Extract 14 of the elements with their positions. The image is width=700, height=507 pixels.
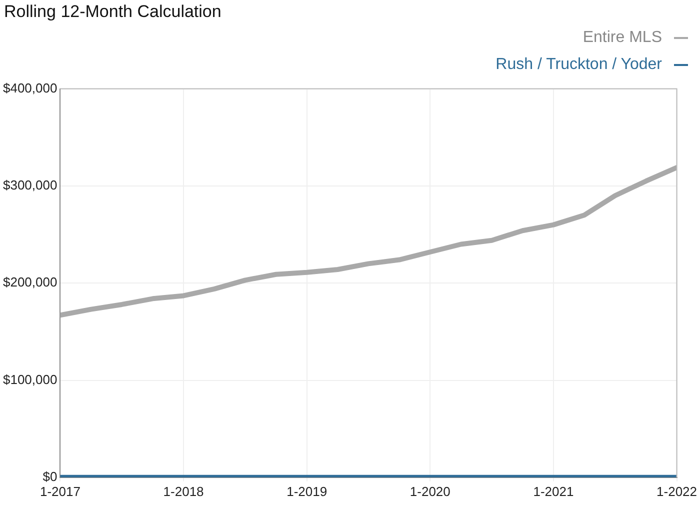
y-tick-label: $300,000	[2, 178, 58, 193]
x-tick-label: 1-2020	[410, 484, 450, 499]
y-tick-label: $200,000	[2, 274, 58, 290]
legend-label: Entire MLS	[582, 28, 662, 48]
chart-title: Rolling 12-Month Calculation	[3, 1, 222, 23]
y-tick-label: $100,000	[2, 372, 58, 387]
y-tick-label: $0	[42, 468, 58, 484]
y-tick-label: $400,000	[2, 80, 58, 96]
x-tick-label: 1-2021	[533, 484, 574, 499]
x-tick-label: 1-2022	[656, 484, 698, 499]
x-tick-label: 1-2018	[163, 484, 204, 499]
legend-label: Rush / Truckton / Yoder	[496, 55, 662, 75]
x-tick-label: 1-2019	[286, 484, 328, 499]
x-tick-label: 1-2017	[40, 484, 80, 499]
